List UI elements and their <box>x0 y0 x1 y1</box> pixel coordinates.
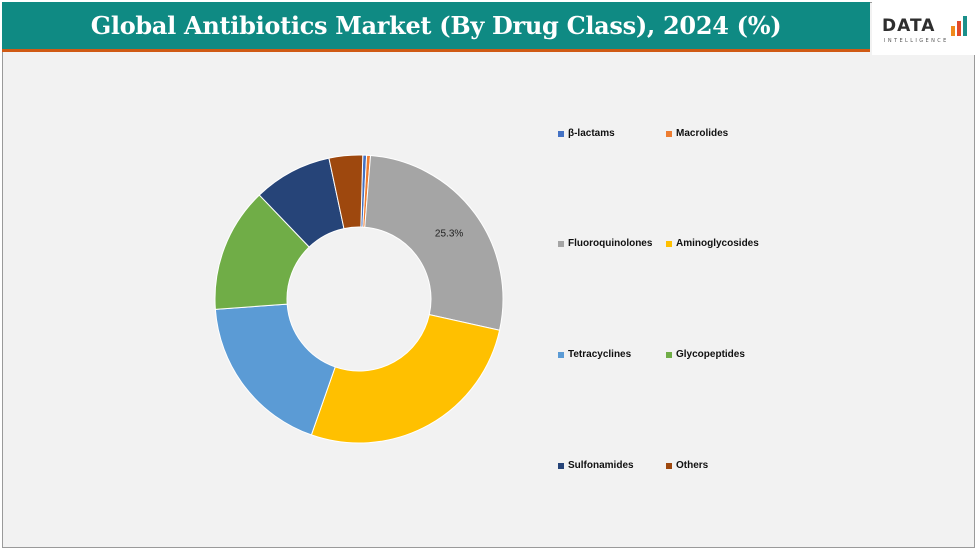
legend-label: β-lactams <box>568 128 615 139</box>
legend-item: Others <box>666 460 708 471</box>
logo-wordmark: DATA <box>882 16 936 36</box>
legend-swatch <box>558 351 564 358</box>
legend-label: Glycopeptides <box>676 349 745 360</box>
legend-label: Aminoglycosides <box>676 238 759 249</box>
data-label: 25.3% <box>435 228 463 239</box>
legend-item: Macrolides <box>666 128 728 139</box>
legend-item: Fluoroquinolones <box>558 238 652 249</box>
legend-swatch <box>558 462 564 469</box>
donut-slice-aminoglycosides <box>310 314 501 444</box>
legend-swatch <box>666 240 672 247</box>
page-title: Global Antibiotics Market (By Drug Class… <box>90 11 782 40</box>
legend-label: Tetracyclines <box>568 349 632 360</box>
company-logo: DATA INTELLIGENCE <box>872 2 975 55</box>
legend-item: Sulfonamides <box>558 460 634 471</box>
logo-tagline: INTELLIGENCE <box>884 38 949 44</box>
legend-swatch <box>666 351 672 358</box>
legend-swatch <box>666 462 672 469</box>
header-bar: Global Antibiotics Market (By Drug Class… <box>2 2 870 52</box>
legend-label: Sulfonamides <box>568 460 634 471</box>
legend-label: Fluoroquinolones <box>568 238 653 249</box>
legend-item: Tetracyclines <box>558 349 631 360</box>
legend-label: Macrolides <box>676 128 729 139</box>
legend-swatch <box>666 130 672 137</box>
legend-swatch <box>558 240 564 247</box>
legend-item: Aminoglycosides <box>666 238 759 249</box>
legend-item: β-lactams <box>558 128 615 139</box>
legend-swatch <box>558 130 564 137</box>
donut-slice-others <box>328 154 364 230</box>
legend-label: Others <box>676 460 709 471</box>
bar-chart-icon <box>951 16 967 36</box>
donut-slice-fluoroquinolones <box>364 154 504 331</box>
legend-item: Glycopeptides <box>666 349 745 360</box>
donut-slice-tetracyclines <box>214 303 336 436</box>
